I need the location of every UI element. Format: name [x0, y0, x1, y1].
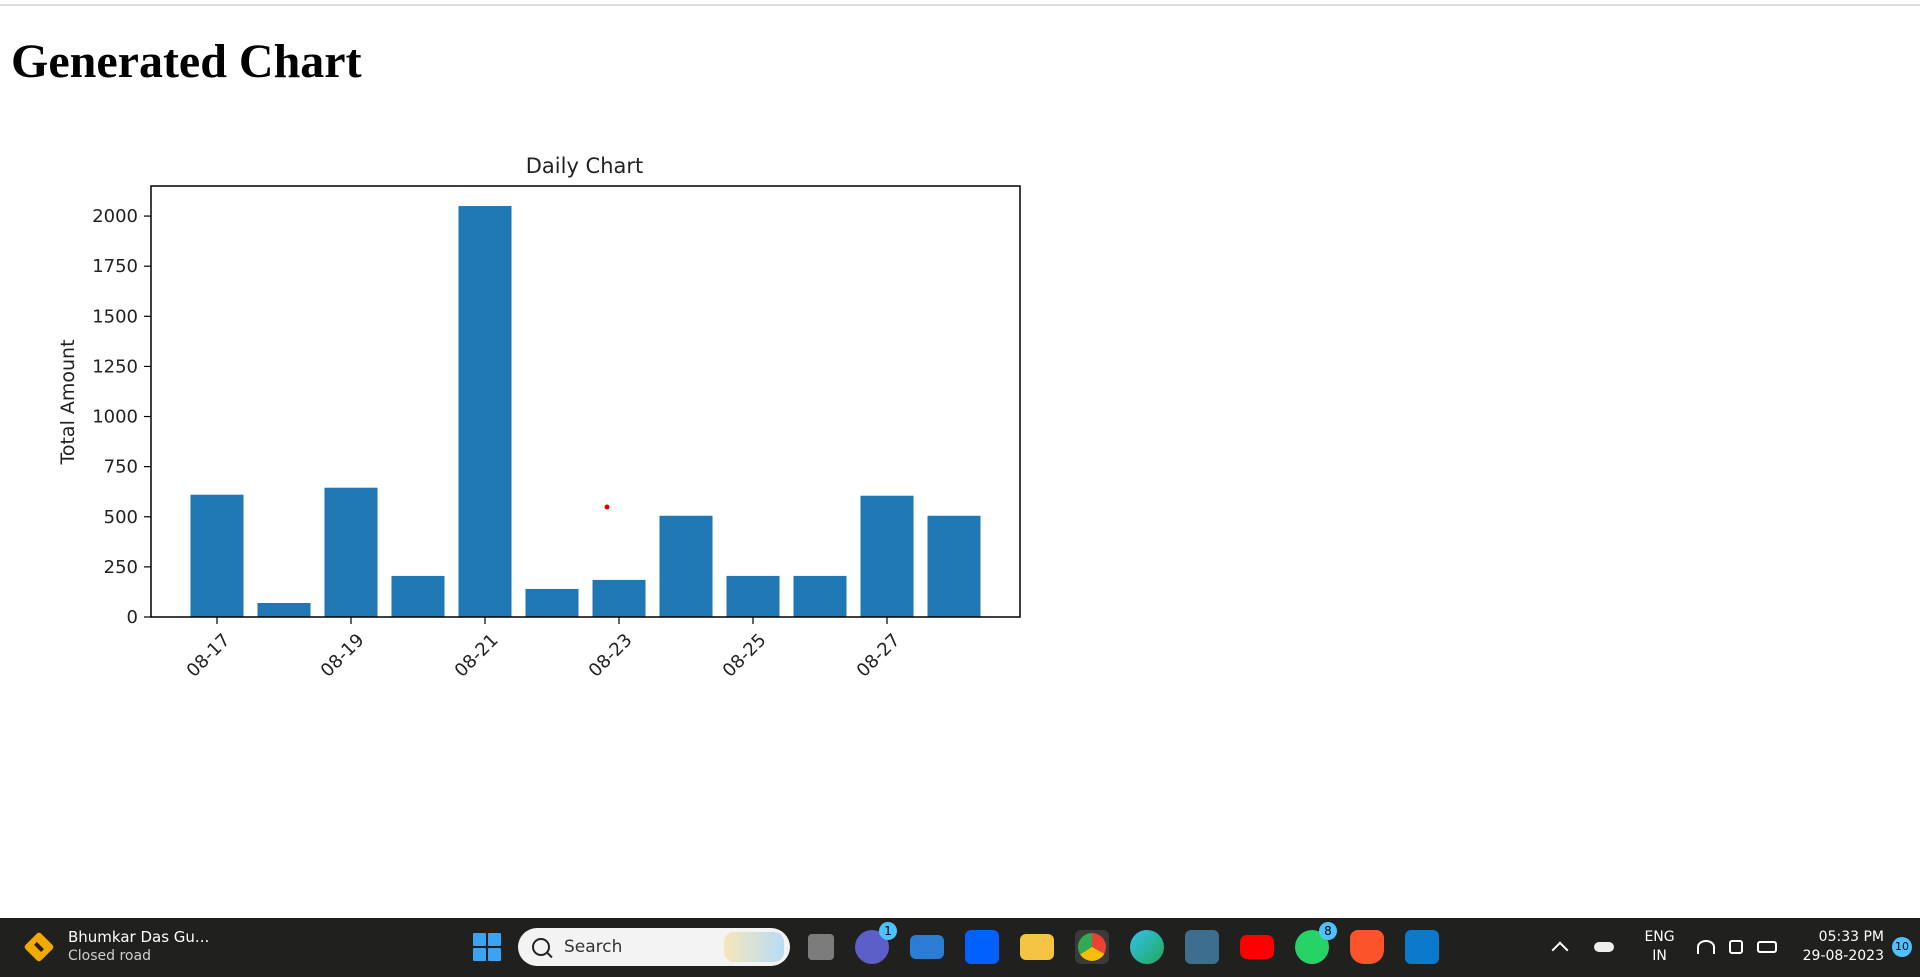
bar-08-28: [927, 515, 981, 617]
bar-08-21: [458, 206, 512, 617]
mysql-icon[interactable]: [1185, 930, 1219, 964]
y-tick-label: 500: [104, 507, 138, 528]
bar-08-25: [726, 575, 780, 617]
clock-time: 05:33 PM: [1818, 929, 1884, 945]
chrome-icon[interactable]: [1075, 930, 1109, 964]
bar-08-24: [659, 515, 713, 617]
chart-title: Daily Chart: [526, 154, 644, 178]
language-code: ENG: [1644, 929, 1675, 945]
taskbar-apps: Search 1 8: [470, 922, 1439, 968]
teams-icon[interactable]: 1: [855, 922, 897, 964]
x-tick-label: 08-23: [585, 630, 637, 682]
dropbox-icon[interactable]: [965, 930, 999, 964]
search-placeholder: Search: [564, 937, 623, 957]
x-tick-label: 08-27: [853, 630, 905, 682]
page-title: Generated Chart: [11, 35, 362, 88]
vscode-icon[interactable]: [1405, 930, 1439, 964]
bar-08-23: [592, 579, 646, 617]
youtube-icon[interactable]: [1240, 935, 1274, 959]
start-button[interactable]: [470, 930, 504, 964]
file-explorer-icon[interactable]: [1020, 934, 1054, 960]
brave-icon[interactable]: [1350, 930, 1384, 964]
edge-icon[interactable]: [1130, 930, 1164, 964]
y-tick-label: 1000: [92, 407, 138, 428]
traffic-widget[interactable]: Bhumkar Das Gu... Closed road: [20, 926, 209, 968]
whatsapp-badge: 8: [1319, 922, 1337, 940]
plot-frame: [150, 185, 1021, 618]
bar-08-22: [525, 588, 579, 617]
search-highlight-image: [724, 932, 784, 962]
bar-08-19: [324, 487, 378, 617]
y-tick-label: 750: [104, 457, 138, 478]
mail-icon[interactable]: [910, 935, 944, 959]
x-tick-label: 08-19: [317, 630, 369, 682]
y-axis-label: Total Amount: [57, 339, 79, 465]
task-view-icon[interactable]: [808, 934, 834, 960]
traffic-diamond-icon: [23, 931, 55, 963]
whatsapp-icon[interactable]: 8: [1295, 922, 1337, 964]
bar-08-27: [860, 495, 914, 617]
x-tick-label: 08-17: [183, 630, 235, 682]
x-tick-label: 08-21: [451, 630, 503, 682]
y-tick-label: 1500: [92, 306, 138, 327]
y-tick-label: 2000: [92, 206, 138, 227]
widget-subtitle: Closed road: [68, 948, 151, 964]
bar-08-26: [793, 575, 847, 617]
taskbar: Bhumkar Das Gu... Closed road Search 1 8: [0, 918, 1920, 977]
region-code: IN: [1652, 948, 1667, 964]
clock[interactable]: 05:33 PM 29-08-2023: [1803, 928, 1884, 966]
top-divider: [0, 4, 1920, 6]
language-indicator[interactable]: ENG IN: [1644, 928, 1674, 966]
wifi-icon[interactable]: [1696, 940, 1715, 954]
clock-date: 29-08-2023: [1802, 948, 1884, 964]
volume-icon[interactable]: [1728, 940, 1743, 954]
onedrive-cloud-icon[interactable]: [1594, 942, 1615, 952]
y-tick-label: 0: [127, 607, 138, 628]
bar-08-18: [257, 602, 311, 617]
y-tick-label: 250: [104, 557, 138, 578]
chevron-up-icon[interactable]: [1551, 941, 1569, 959]
notification-badge[interactable]: 10: [1892, 937, 1912, 957]
y-tick-label: 1750: [92, 256, 138, 277]
bar-08-17: [190, 494, 244, 617]
system-tray: ENG IN 05:33 PM 29-08-2023 10: [1551, 926, 1920, 968]
teams-badge: 1: [879, 922, 897, 940]
search-icon: [532, 938, 550, 956]
taskbar-search[interactable]: Search: [518, 928, 790, 966]
x-tick-label: 08-25: [719, 630, 771, 682]
cursor-dot: [604, 504, 610, 510]
battery-icon[interactable]: [1756, 941, 1777, 953]
widget-title: Bhumkar Das Gu...: [68, 928, 210, 946]
y-tick-label: 1250: [92, 356, 138, 377]
bar-08-20: [391, 575, 445, 617]
